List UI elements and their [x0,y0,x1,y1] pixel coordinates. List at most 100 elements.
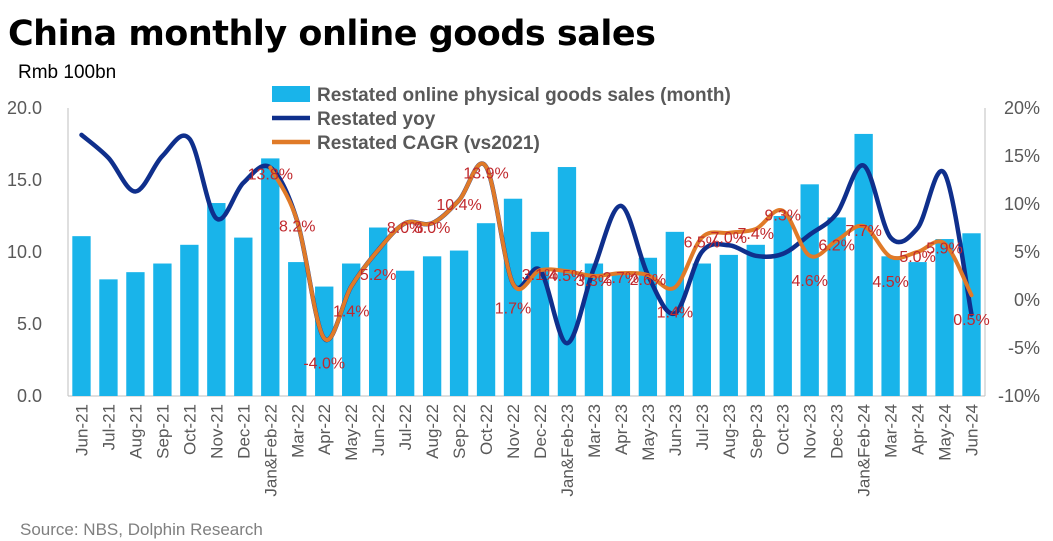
x-tick-label: Nov-23 [801,404,820,459]
x-tick-label: Jul-22 [396,404,415,450]
bar-aug-22 [422,256,442,396]
x-tick-label: Jan&Feb-23 [558,404,577,497]
bar-mar-23 [584,263,604,396]
x-tick-label: Mar-23 [585,404,604,458]
right-tick-label: 5% [1014,242,1040,262]
data-label-jan-feb-22: 13.8% [248,167,293,184]
x-tick-label: Jan&Feb-22 [261,404,280,497]
x-tick-label: Aug-23 [720,404,739,459]
data-label-nov-22: 1.7% [495,301,531,318]
right-tick-label: 20% [1004,98,1040,118]
data-label-mar-24: 4.5% [872,274,908,291]
bar-dec-22 [530,231,550,396]
x-tick-label: Sep-21 [153,404,172,459]
x-tick-label: Jun-24 [963,404,982,456]
right-tick-label: 10% [1004,194,1040,214]
data-label-sep-23: 7.4% [738,226,774,243]
bar-jun-21 [72,236,91,396]
x-tick-label: Jul-23 [693,404,712,450]
x-tick-label: Dec-21 [234,404,253,459]
x-tick-label: Oct-22 [477,404,496,455]
data-label-mar-23: 3.3% [576,273,612,290]
bar-sep-21 [153,263,172,396]
left-tick-label: 20.0 [7,98,42,118]
x-tick-label: May-23 [639,404,658,461]
data-label-jan-feb-23: 4.5% [549,268,585,285]
bar-jan-feb-24 [854,133,873,397]
x-tick-label: Nov-22 [504,404,523,459]
source-note: Source: NBS, Dolphin Research [20,520,263,539]
x-tick-label: Mar-22 [288,404,307,458]
x-tick-label: Mar-24 [882,404,901,458]
left-tick-label: 5.0 [17,314,42,334]
right-tick-label: -10% [998,386,1040,406]
data-label-jun-22: 5.2% [360,267,396,284]
data-label-may-23: 2.6% [630,272,666,289]
x-tick-label: May-24 [936,404,955,461]
x-tick-label: Sep-23 [747,404,766,459]
bar-dec-23 [827,217,846,396]
right-tick-label: -5% [1008,338,1040,358]
bar-apr-23 [611,275,631,396]
bar-dec-21 [234,237,253,396]
x-tick-label: Nov-21 [207,404,226,459]
legend-label-restated-cagr-vs2021: Restated CAGR (vs2021) [317,133,540,154]
data-label-mar-22: 8.2% [279,218,315,235]
data-label-dec-22: 3.1% [522,267,558,284]
right-tick-label: 15% [1004,146,1040,166]
data-label-jul-23: 6.5% [684,235,720,252]
data-label-aug-22: 8.0% [414,220,450,237]
bar-may-23 [638,257,658,396]
bar-jan-feb-22 [261,158,280,396]
data-label-jun-24: 0.5% [953,312,989,329]
x-tick-label: Jun-23 [666,404,685,456]
left-tick-label: 10.0 [7,242,42,262]
data-label-jul-22: 8.0% [387,220,423,237]
legend-label-restated-yoy: Restated yoy [317,109,436,130]
bar-mar-22 [288,262,307,396]
data-label-sep-22: 10.4% [436,197,481,214]
data-label-may-22: 1.4% [333,304,369,321]
right-tick-label: 0% [1014,290,1040,310]
data-label-oct-22: 13.9% [463,166,508,183]
x-tick-label: Jun-21 [72,404,91,456]
bar-sep-22 [449,250,469,396]
bar-apr-24 [908,262,927,396]
data-label-dec-23: 6.2% [818,237,854,254]
data-label-may-24: 5.9% [926,240,962,257]
x-tick-label: Oct-21 [180,404,199,455]
data-label-apr-23: 2.7% [603,270,639,287]
bar-oct-22 [476,223,496,396]
bar-jun-22 [368,227,388,396]
data-label-jun-23: 1.4% [657,305,693,322]
x-tick-label: Sep-22 [450,404,469,459]
bar-oct-23 [773,216,792,396]
x-tick-label: Dec-22 [531,404,550,459]
bar-jul-22 [395,270,415,396]
bar-sep-23 [746,244,765,396]
x-tick-label: Jan&Feb-24 [855,404,874,497]
x-tick-label: Apr-24 [909,404,928,455]
x-tick-label: Oct-23 [774,404,793,455]
left-tick-label: 0.0 [17,386,42,406]
bar-nov-21 [207,203,226,396]
legend-label-restated-online-physical-goods-sales-month: Restated online physical goods sales (mo… [317,85,731,106]
bar-jul-23 [692,263,711,396]
bar-aug-23 [719,254,738,396]
bar-aug-21 [126,272,145,396]
x-tick-label: Aug-22 [423,404,442,459]
left-axis-unit: Rmb 100bn [18,62,117,83]
bar-oct-21 [180,244,199,396]
x-tick-label: Dec-23 [828,404,847,459]
data-label-jan-feb-24: 7.7% [845,223,881,240]
x-tick-label: May-22 [342,404,361,461]
data-label-nov-23: 4.6% [791,273,827,290]
bar-nov-23 [800,184,819,396]
x-tick-label: Apr-23 [612,404,631,455]
bar-jul-21 [99,279,118,396]
line-restated-cagr-vs2021 [268,161,974,342]
left-tick-label: 15.0 [7,170,42,190]
line-restated-yoy [79,132,974,346]
bar-mar-24 [881,256,900,396]
